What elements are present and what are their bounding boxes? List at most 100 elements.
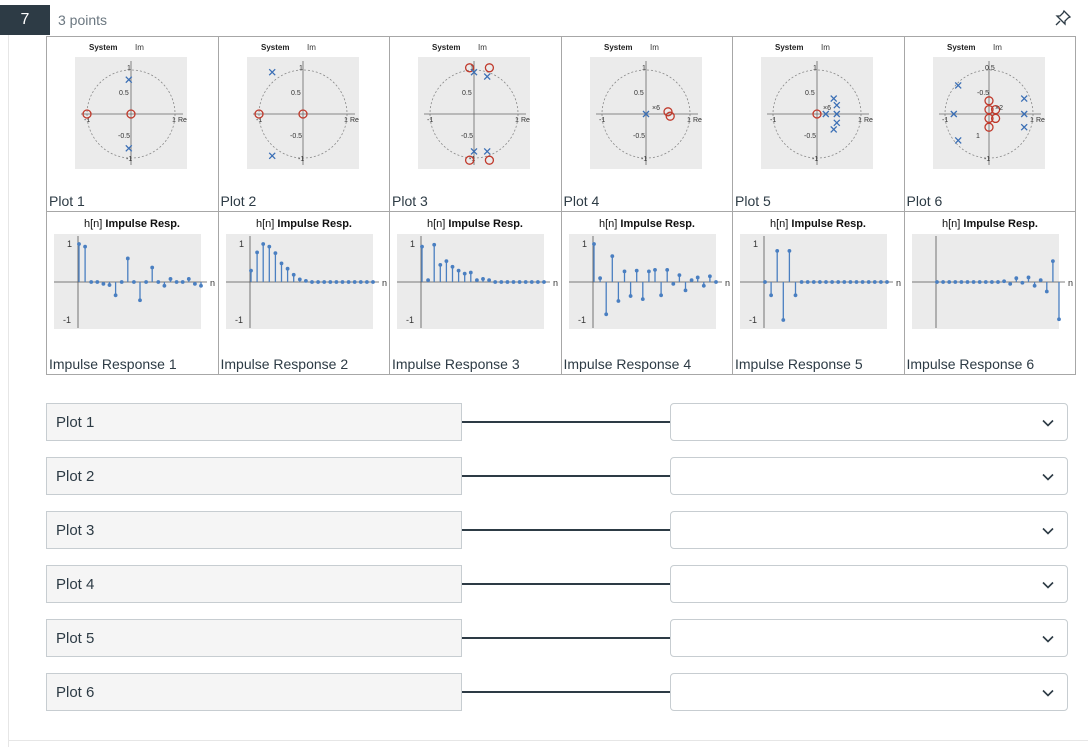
answer-dropdown[interactable] bbox=[670, 457, 1068, 495]
tick-label: -1 bbox=[770, 117, 776, 124]
impulse-stem bbox=[842, 280, 847, 284]
answer-dropdown[interactable] bbox=[670, 619, 1068, 657]
zero-marker bbox=[990, 104, 1000, 115]
im-axis-label: Im bbox=[993, 43, 1002, 52]
match-label: Plot 1 bbox=[46, 403, 462, 441]
y-tick-label: -1 bbox=[235, 315, 243, 325]
impulse-title-prefix: h[n] bbox=[84, 218, 105, 230]
impulse-title-prefix: h[n] bbox=[942, 218, 963, 230]
plot-cell-3: System Im 1 Re -1 1 0.5 -0.5 -1 Plot 3 bbox=[389, 36, 562, 212]
y-tick-label: -1 bbox=[406, 315, 414, 325]
pole-marker bbox=[833, 119, 841, 127]
n-axis-label: n bbox=[896, 278, 901, 288]
pole-zero-plot: System Im1 Re-110.5-0.5-1 bbox=[246, 43, 359, 169]
impulse-caption: Impulse Response 4 bbox=[563, 356, 692, 372]
y-tick-label: -1 bbox=[749, 315, 757, 325]
tick-label: 1 bbox=[172, 117, 176, 124]
impulse-stem bbox=[1013, 276, 1018, 282]
impulse-stem bbox=[609, 254, 614, 282]
multiplicity-label: ×2 bbox=[995, 105, 1003, 112]
impulse-stem bbox=[591, 242, 596, 282]
impulse-plot: h[n] Impulse Resp. n bbox=[911, 218, 1073, 329]
impulse-stem bbox=[346, 280, 350, 284]
impulse-stem bbox=[132, 280, 136, 284]
impulse-stem bbox=[603, 282, 608, 317]
impulse-stem bbox=[658, 282, 663, 298]
impulse-stem bbox=[713, 280, 718, 284]
impulse-stem bbox=[1038, 278, 1043, 282]
impulse-cell-2: h[n] Impulse Resp. n 1 -1 Impulse Response 2 bbox=[217, 211, 390, 375]
impulse-stem bbox=[983, 280, 988, 284]
impulse-stem bbox=[456, 268, 461, 282]
im-axis-label: Im bbox=[307, 43, 316, 52]
impulse-stem bbox=[989, 280, 994, 284]
tick-label: -1 bbox=[427, 117, 433, 124]
impulse-stem bbox=[444, 259, 449, 282]
tick-label: 1 bbox=[344, 117, 348, 124]
impulse-cell-5: h[n] Impulse Resp. n 1 -1 Impulse Response 5 bbox=[732, 211, 905, 375]
re-axis-label: Re bbox=[864, 117, 873, 124]
pole-zero-plot: System Im1 Re-10.5-0.51-1×2 bbox=[932, 43, 1045, 169]
impulse-stem bbox=[701, 282, 706, 288]
impulse-title-bold: Impulse Resp. bbox=[448, 218, 523, 230]
match-connector bbox=[462, 583, 670, 585]
impulse-title-prefix: h[n] bbox=[770, 218, 791, 230]
impulse-title-bold: Impulse Resp. bbox=[105, 218, 180, 230]
tick-label: 0.5 bbox=[291, 90, 301, 97]
tick-label: -1 bbox=[984, 156, 990, 163]
impulse-stem bbox=[426, 278, 430, 282]
pole-marker bbox=[125, 76, 133, 84]
impulse-stem bbox=[273, 251, 277, 282]
pole-marker bbox=[830, 95, 838, 103]
question-header: 7 3 points bbox=[0, 0, 1088, 35]
answer-dropdown[interactable] bbox=[670, 511, 1068, 549]
zero-marker bbox=[665, 111, 675, 121]
zero-marker bbox=[464, 155, 475, 165]
tick-label: -1 bbox=[812, 156, 818, 163]
answer-dropdown[interactable] bbox=[670, 403, 1068, 441]
impulse-stem bbox=[940, 280, 945, 284]
y-tick-label: -1 bbox=[63, 315, 71, 325]
y-tick-label: 1 bbox=[753, 239, 758, 249]
pole-zero-plot: System Im1 Re-110.5-0.5-1 bbox=[418, 43, 530, 169]
match-label: Plot 3 bbox=[46, 511, 462, 549]
tick-label: -0.5 bbox=[633, 133, 645, 140]
pin-icon[interactable] bbox=[1054, 9, 1072, 27]
impulse-stem bbox=[156, 280, 161, 284]
impulse-stem bbox=[995, 280, 1000, 284]
zero-marker bbox=[983, 122, 994, 132]
impulse-stem bbox=[677, 273, 681, 282]
pole-zero-plot: System Im1 Re-110.5-0.5-1×6 bbox=[589, 43, 702, 169]
question-number: 7 bbox=[0, 5, 50, 35]
answer-dropdown[interactable] bbox=[670, 673, 1068, 711]
impulse-stem bbox=[138, 282, 142, 303]
impulse-stem bbox=[628, 282, 632, 298]
impulse-stem bbox=[303, 278, 308, 283]
impulse-title: h[n] Impulse Resp. bbox=[599, 218, 695, 230]
impulse-stem bbox=[977, 280, 982, 284]
match-connector bbox=[462, 475, 670, 477]
impulse-stem bbox=[309, 280, 314, 284]
plot-cell-6: System Im 1 Re -1 0.5 -0.5 1 -1 ×2 Plot 6 bbox=[903, 36, 1076, 212]
pole-marker bbox=[470, 147, 478, 155]
impulse-stem bbox=[125, 256, 130, 282]
zero-marker bbox=[812, 109, 822, 119]
plot-caption: Plot 3 bbox=[392, 193, 428, 209]
tick-label: 1 bbox=[813, 65, 817, 72]
re-axis-label: Re bbox=[693, 117, 702, 124]
re-axis-label: Re bbox=[350, 117, 359, 124]
tick-label: -0.5 bbox=[804, 133, 816, 140]
match-row: Plot 3 bbox=[46, 511, 1068, 549]
impulse-stem bbox=[836, 280, 841, 284]
match-label: Plot 4 bbox=[46, 565, 462, 603]
im-axis-label: Im bbox=[135, 43, 144, 52]
answer-dropdown[interactable] bbox=[670, 565, 1068, 603]
impulse-plot: h[n] Impulse Resp. n 1 -1 bbox=[740, 218, 901, 329]
impulse-stem bbox=[499, 280, 504, 284]
im-axis-label: Im bbox=[478, 43, 487, 52]
multiplicity-label: ×6 bbox=[823, 105, 831, 112]
zero-marker bbox=[253, 109, 264, 119]
plot-caption: Plot 6 bbox=[906, 193, 943, 209]
match-connector bbox=[462, 421, 670, 423]
impulse-stem bbox=[186, 277, 191, 282]
